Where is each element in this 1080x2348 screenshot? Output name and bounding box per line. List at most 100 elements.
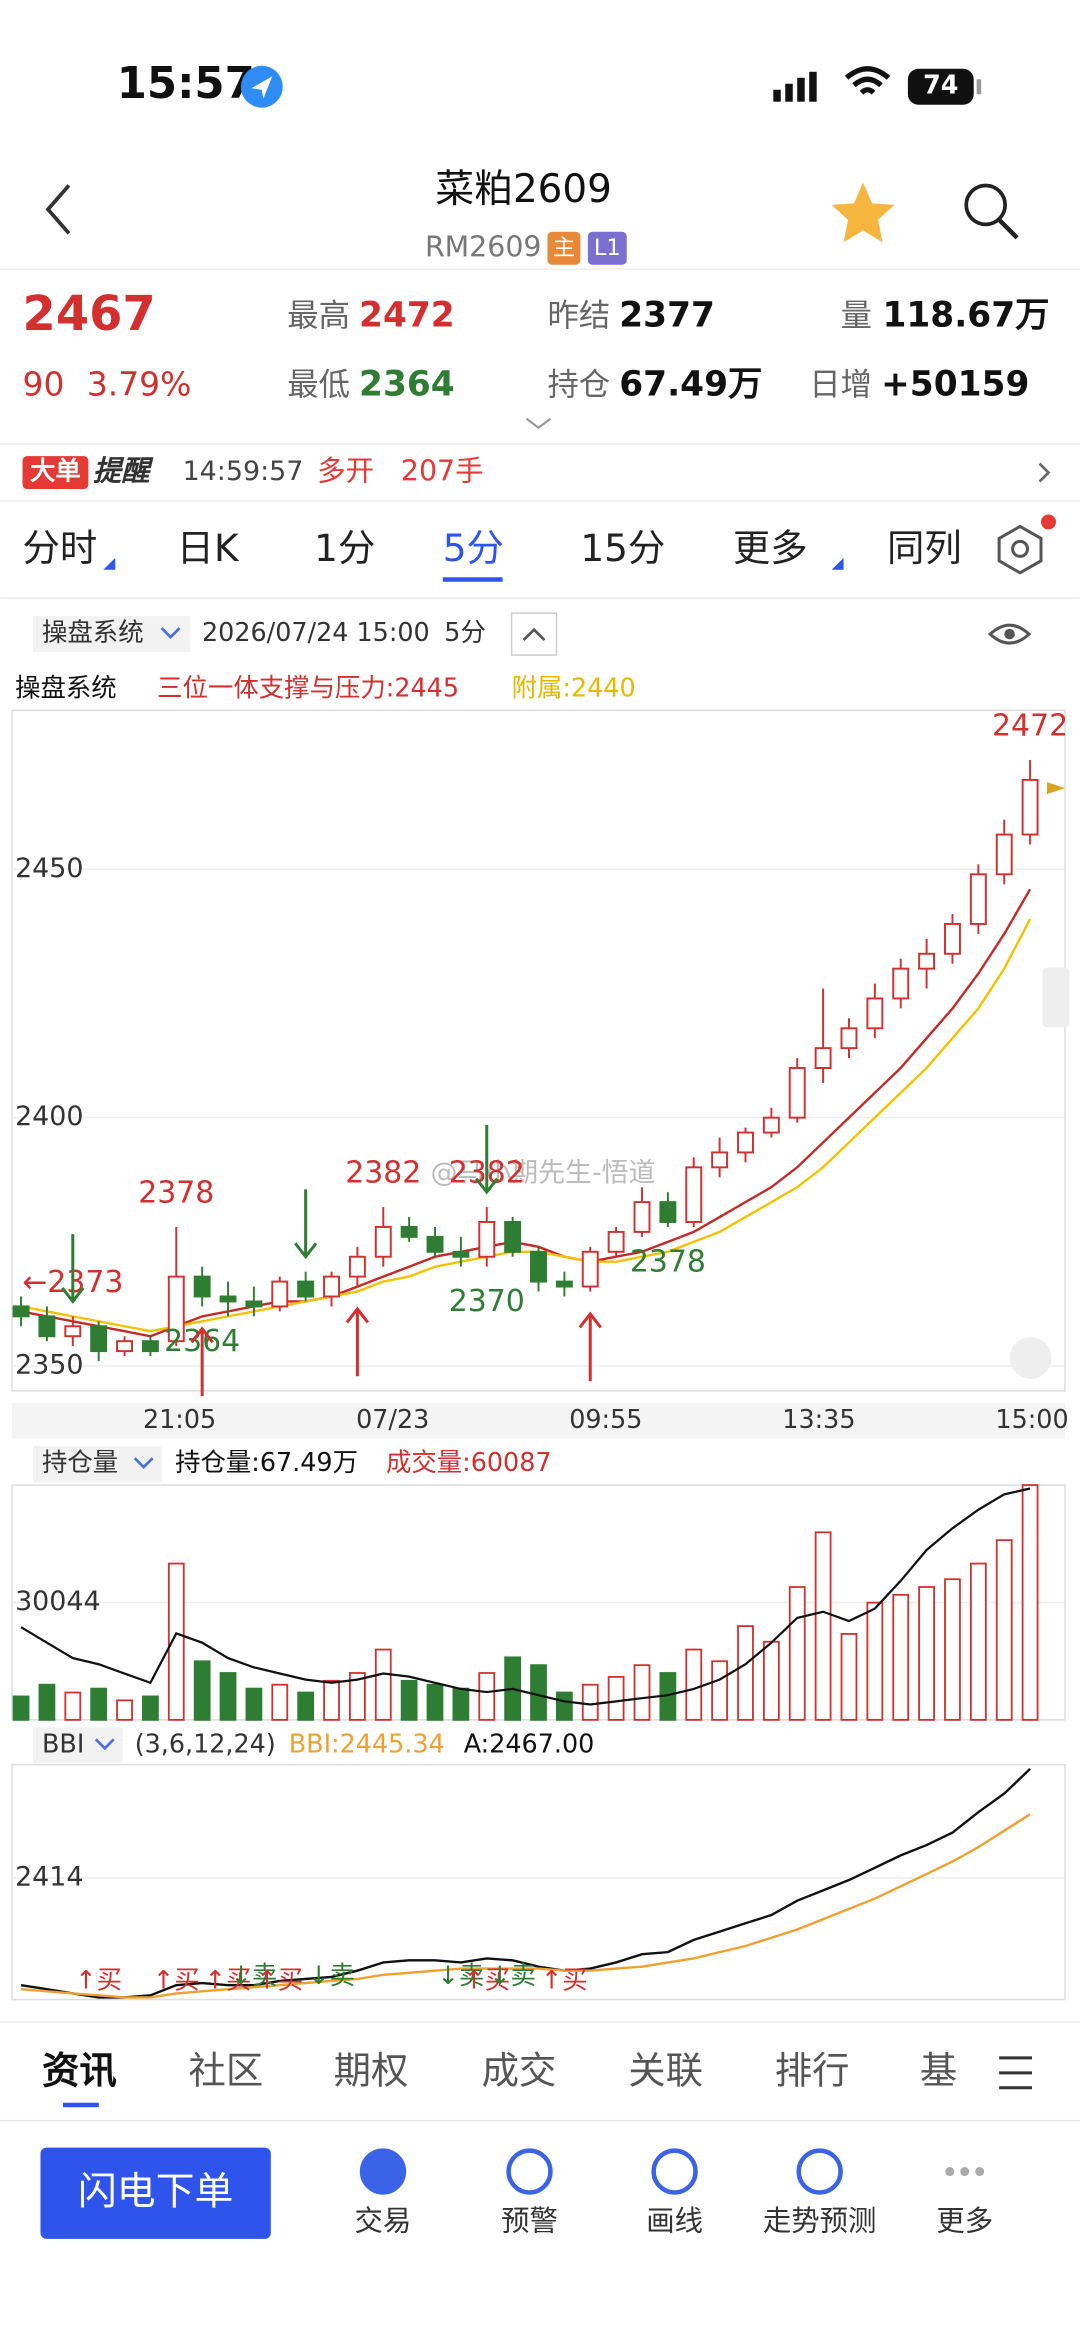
field-label: 最高 — [287, 298, 350, 334]
candle-body — [944, 922, 961, 955]
alert-bar[interactable] — [0, 444, 1080, 502]
volume-bar — [892, 1593, 910, 1721]
quick-order-button[interactable] — [40, 2147, 271, 2239]
badge — [547, 231, 581, 265]
battery-tip — [976, 79, 982, 95]
side-handle[interactable] — [1042, 967, 1070, 1028]
volume-bar — [556, 1691, 573, 1721]
status-time: 15:57 — [117, 59, 255, 109]
system-selector[interactable] — [33, 616, 191, 653]
candle-body — [814, 1047, 832, 1069]
signal-icon — [773, 71, 817, 102]
field-value: 2377 — [619, 296, 715, 336]
time-axis-band — [12, 1402, 1065, 1439]
alert-tag — [22, 456, 89, 490]
field-label: 量 — [841, 298, 872, 334]
volume-bar — [426, 1683, 444, 1721]
action-label[interactable]: 更多 — [936, 2204, 993, 2237]
bottom-tab[interactable]: 资讯 — [42, 2048, 117, 2092]
volume-bar — [737, 1625, 754, 1721]
candle-body — [892, 967, 910, 1000]
action-label[interactable]: 交易 — [355, 2204, 412, 2237]
last-price: 2467 — [23, 287, 156, 342]
volume-bar — [995, 1539, 1013, 1721]
search-icon[interactable] — [964, 183, 1007, 227]
bbi-signal: ↑买 — [153, 1965, 200, 1995]
volume-bar — [167, 1562, 185, 1721]
candle-body — [219, 1295, 237, 1303]
chart-period: 5分 — [444, 617, 486, 647]
period-tab[interactable]: 同列 — [887, 526, 962, 570]
field-label: 持仓 — [547, 367, 610, 403]
candle-body — [426, 1235, 444, 1253]
bbi-signal: ↑买 — [541, 1965, 588, 1995]
bottom-tab[interactable]: 社区 — [189, 2048, 264, 2092]
menu-icon[interactable] — [999, 2056, 1033, 2090]
signal-arrow — [578, 1311, 602, 1382]
bbi-signal: ↓卖 — [231, 1960, 278, 1990]
candle-body — [400, 1225, 418, 1238]
system-selector-text: 操盘系统 — [42, 617, 144, 647]
indicator-sub: 附属:2440 — [512, 672, 636, 702]
action-icon — [651, 2148, 698, 2195]
bottom-tab[interactable]: 关联 — [628, 2048, 703, 2092]
tab-underline — [442, 577, 503, 582]
candle-body — [167, 1275, 185, 1343]
volume-bar — [478, 1672, 496, 1721]
moving-average — [20, 888, 1032, 1338]
volume-bar — [1021, 1484, 1039, 1721]
action-label[interactable]: 走势预测 — [763, 2204, 877, 2237]
field-value: 118.67万 — [882, 296, 1049, 336]
volume-bar — [581, 1683, 599, 1721]
price-pointer — [1046, 782, 1065, 795]
panel-label: 持仓量:67.49万 — [175, 1447, 358, 1477]
volume-bar — [918, 1586, 935, 1721]
action-label[interactable]: 画线 — [646, 2204, 703, 2237]
collapse-button[interactable] — [510, 612, 558, 656]
bottom-tab-underline — [62, 2102, 99, 2108]
bbi-signal: ↓卖 — [489, 1960, 536, 1990]
candle-body — [555, 1280, 573, 1288]
period-tab[interactable]: 1分 — [314, 526, 375, 570]
back-button[interactable] — [45, 184, 71, 235]
signal-arrow — [345, 1306, 370, 1377]
volume-bar — [452, 1687, 470, 1721]
volume-bar — [349, 1672, 366, 1721]
eye-icon[interactable] — [987, 623, 1032, 645]
volume-bar — [607, 1675, 625, 1721]
price-annotation: 2378 — [630, 1244, 706, 1279]
volume-bar — [193, 1660, 211, 1721]
period-tab[interactable]: 更多 — [733, 526, 808, 570]
expand-chevron[interactable] — [525, 417, 552, 430]
candle-body — [866, 997, 884, 1030]
signal-arrow — [190, 1326, 214, 1397]
x-tick-label: 15:00 — [995, 1404, 1068, 1434]
bbi-signal: ↓卖 — [438, 1960, 485, 1990]
bbi-signal: ↓卖 — [308, 1960, 355, 1990]
action-label[interactable]: 预警 — [501, 2204, 558, 2237]
period-tab[interactable]: 15分 — [580, 526, 665, 570]
volume-bar — [245, 1687, 263, 1721]
favorite-star[interactable] — [831, 182, 895, 243]
alert-action: 多开 — [317, 455, 374, 488]
volume-bar — [969, 1562, 987, 1721]
fullscreen-button[interactable] — [1009, 1337, 1052, 1379]
alert-time: 14:59:57 — [183, 456, 304, 487]
volume-bar — [840, 1633, 858, 1721]
period-tab[interactable]: 5分 — [443, 526, 504, 570]
period-tab[interactable]: 日K — [177, 526, 240, 570]
candle-body — [995, 833, 1013, 876]
bottom-tab[interactable]: 排行 — [775, 2048, 850, 2092]
volume-bar — [323, 1679, 340, 1721]
candle-body — [348, 1255, 366, 1278]
bbi-signal: ↑买 — [256, 1965, 303, 1995]
bottom-tab[interactable]: 成交 — [482, 2048, 557, 2092]
period-tab[interactable]: 分时 — [23, 526, 98, 570]
candle-body — [478, 1221, 496, 1258]
bottom-tab[interactable]: 基 — [920, 2048, 957, 2092]
settings-icon[interactable] — [997, 524, 1043, 575]
bbi-panel — [11, 1763, 1066, 2001]
volume-bar — [944, 1578, 961, 1721]
bottom-tab[interactable]: 期权 — [334, 2048, 409, 2092]
